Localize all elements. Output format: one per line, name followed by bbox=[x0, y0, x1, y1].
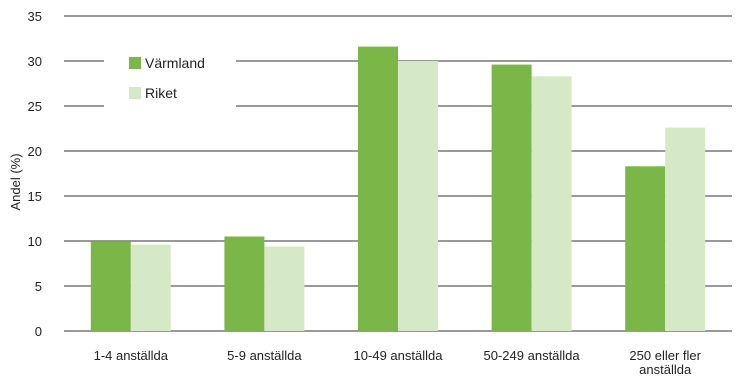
legend-label-riket: Riket bbox=[145, 85, 177, 101]
x-tick-label: 50-249 anställda bbox=[484, 348, 581, 363]
legend: Värmland Riket bbox=[104, 47, 236, 107]
x-tick-label: 1-4 anställda bbox=[94, 348, 169, 363]
y-tick-label: 0 bbox=[35, 324, 42, 339]
y-tick-label: 10 bbox=[28, 234, 42, 249]
bar-riket bbox=[264, 246, 305, 331]
x-tick-label: 10-49 anställda bbox=[354, 348, 444, 363]
bar-värmland bbox=[224, 236, 265, 331]
legend-background bbox=[104, 47, 236, 107]
x-tick-label: anställda bbox=[639, 362, 692, 377]
bar-värmland bbox=[625, 166, 666, 331]
y-tick-label: 35 bbox=[28, 9, 42, 24]
y-tick-label: 15 bbox=[28, 189, 42, 204]
bars bbox=[90, 46, 706, 331]
x-axis-ticks: 1-4 anställda 5-9 anställda 10-49 anställd… bbox=[94, 348, 702, 377]
bar-riket bbox=[531, 76, 572, 331]
y-tick-label: 20 bbox=[28, 144, 42, 159]
bar-värmland bbox=[358, 46, 398, 331]
bar-riket bbox=[398, 61, 438, 331]
y-tick-label: 5 bbox=[35, 279, 42, 294]
x-tick-label: 250 eller fler bbox=[629, 348, 701, 363]
y-tick-label: 30 bbox=[28, 54, 42, 69]
bar-värmland bbox=[90, 241, 131, 331]
legend-label-värmland: Värmland bbox=[145, 55, 205, 71]
y-axis-title: Andel (%) bbox=[8, 153, 23, 210]
y-axis-ticks: 0 5 10 15 20 25 30 35 bbox=[28, 9, 42, 339]
x-tick-label: 5-9 anställda bbox=[227, 348, 302, 363]
bar-värmland bbox=[491, 64, 532, 331]
bar-riket bbox=[130, 244, 171, 331]
legend-swatch-riket bbox=[129, 87, 141, 99]
legend-swatch-värmland bbox=[129, 57, 141, 69]
bar-riket bbox=[665, 127, 706, 331]
y-tick-label: 25 bbox=[28, 99, 42, 114]
